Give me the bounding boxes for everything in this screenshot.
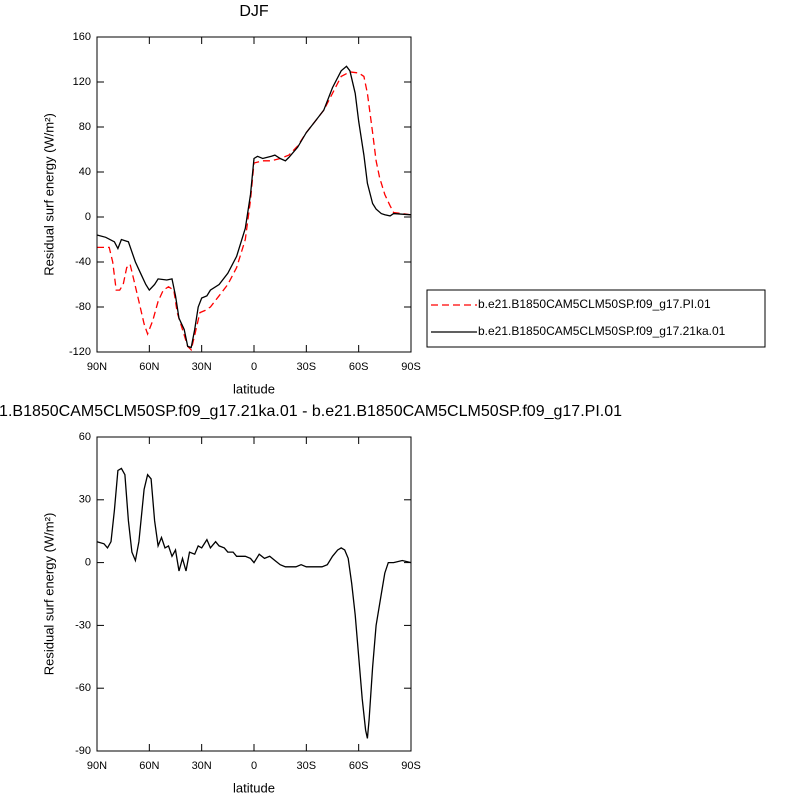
y-tick-label: -120 (69, 346, 91, 358)
y-tick-label: 160 (73, 31, 91, 43)
x-tick-label: 90N (87, 760, 107, 772)
x-tick-label: 0 (251, 760, 257, 772)
x-tick-label: 90N (87, 361, 107, 373)
x-tick-label: 60S (349, 760, 369, 772)
chart-title: b.e21.B1850CAM5CLM50SP.f09_g17.21ka.01 -… (0, 403, 622, 420)
y-tick-label: 30 (79, 494, 91, 506)
x-axis-label: latitude (233, 381, 275, 396)
y-axis-label: Residual surf energy (W/m²) (41, 113, 56, 276)
legend-box (426, 289, 766, 348)
plot-frame (96, 36, 412, 353)
y-tick-label: -40 (75, 256, 91, 268)
plot-frame (96, 436, 412, 752)
data-line (97, 71, 412, 352)
chart-title: DJF (239, 3, 269, 20)
x-tick-label: 60S (349, 361, 369, 373)
y-tick-label: 0 (85, 557, 91, 569)
y-tick-label: 60 (79, 431, 91, 443)
y-tick-label: 120 (73, 76, 91, 88)
x-tick-label: 90S (401, 760, 421, 772)
x-tick-label: 30S (297, 760, 317, 772)
data-line (96, 467, 412, 739)
y-tick-label: -80 (75, 301, 91, 313)
y-tick-label: 80 (79, 121, 91, 133)
y-tick-label: 0 (85, 211, 91, 223)
x-tick-label: 60N (139, 760, 159, 772)
legend-label: b.e21.B1850CAM5CLM50SP.f09_g17.PI.01 (478, 297, 711, 311)
x-tick-label: 30N (192, 361, 212, 373)
x-axis-label: latitude (233, 780, 275, 795)
x-tick-label: 90S (401, 361, 421, 373)
data-line (96, 65, 412, 349)
y-tick-label: -30 (75, 619, 91, 631)
legend-label: b.e21.B1850CAM5CLM50SP.f09_g17.21ka.01 (478, 324, 726, 338)
y-tick-label: -90 (75, 745, 91, 757)
y-tick-label: -60 (75, 682, 91, 694)
y-axis-label: Residual surf energy (W/m²) (41, 513, 56, 676)
x-tick-label: 0 (251, 361, 257, 373)
x-tick-label: 30S (297, 361, 317, 373)
x-tick-label: 30N (192, 760, 212, 772)
y-tick-label: 40 (79, 166, 91, 178)
x-tick-label: 60N (139, 361, 159, 373)
